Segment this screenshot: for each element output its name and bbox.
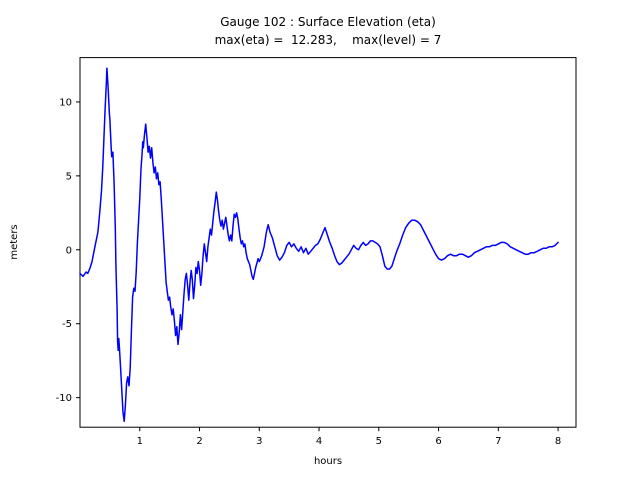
y-tick-label: -5 bbox=[62, 319, 72, 330]
y-tick-label: 10 bbox=[59, 97, 72, 108]
x-tick-label: 3 bbox=[256, 436, 262, 447]
x-tick-label: 1 bbox=[137, 436, 143, 447]
eta-line bbox=[79, 67, 559, 423]
axes-frame bbox=[79, 57, 577, 428]
x-tick-label: 2 bbox=[196, 436, 202, 447]
x-tick-label: 7 bbox=[495, 436, 501, 447]
x-tick-label: 4 bbox=[316, 436, 322, 447]
x-tick-label: 5 bbox=[376, 436, 382, 447]
y-tick-label: 0 bbox=[66, 245, 72, 256]
x-tick-label: 8 bbox=[555, 436, 561, 447]
x-tick-label: 6 bbox=[435, 436, 441, 447]
chart-subtitle: max(eta) = 12.283, max(level) = 7 bbox=[215, 33, 442, 47]
plot-area: 1 2 3 4 5 6 7 8 -10 -5 0 5 10 bbox=[56, 57, 577, 447]
chart-title: Gauge 102 : Surface Elevation (eta) bbox=[220, 15, 436, 29]
x-axis-label: hours bbox=[314, 456, 342, 467]
y-tick-label: 5 bbox=[66, 171, 72, 182]
y-tick-label: -10 bbox=[56, 393, 72, 404]
y-axis-label: meters bbox=[9, 224, 20, 259]
